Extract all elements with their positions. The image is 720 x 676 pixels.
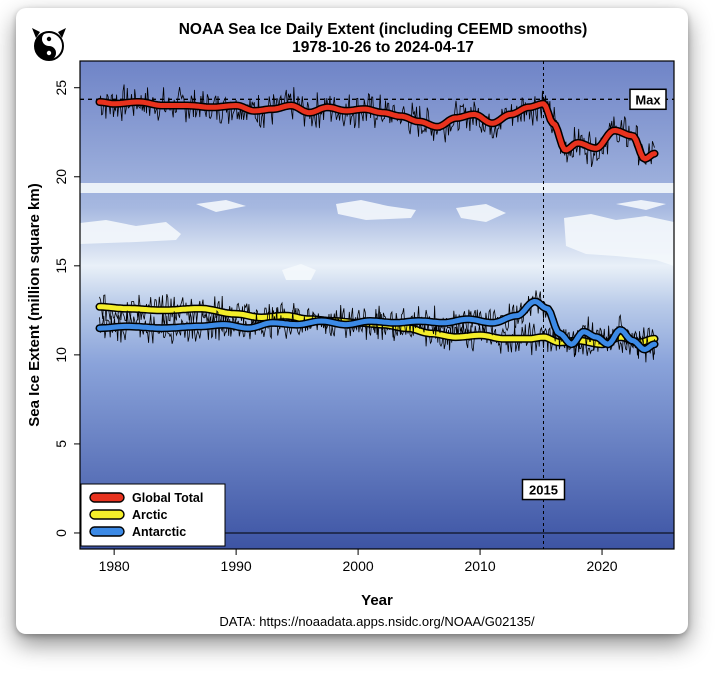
y-tick-label-25: 25 [53,80,69,96]
legend-swatch-arctic [89,509,125,520]
legend-label-global: Global Total [132,491,203,505]
x-tick-label-1980: 1980 [99,558,130,574]
x-axis: 1980 1990 2000 2010 2020 [99,549,618,574]
data-source-text: DATA: https://noaadata.apps.nsidc.org/NO… [219,614,535,629]
chart-title: NOAA Sea Ice Daily Extent (including CEE… [179,21,588,38]
smooth-line-global [97,99,657,162]
legend: Global Total Arctic Antarctic [80,483,226,547]
y-axis: 0 5 10 15 20 25 [53,80,80,537]
y-tick-label-15: 15 [53,258,69,274]
legend-swatch-antarctic [89,526,125,537]
legend-label-antarctic: Antarctic [132,525,186,539]
legend-label-arctic: Arctic [132,508,167,522]
x-tick-label-2020: 2020 [586,558,617,574]
year-2015-label: 2015 [529,483,558,498]
x-tick-label-1990: 1990 [221,558,252,574]
legend-item-antarctic: Antarctic [89,525,186,539]
y-tick-label-5: 5 [53,440,69,448]
y-tick-label-0: 0 [53,529,69,537]
y-tick-label-20: 20 [53,169,69,185]
plot-background [80,61,674,549]
series-layer [95,84,659,363]
max-label-box: Max [629,88,667,111]
max-label: Max [635,92,661,107]
legend-item-arctic: Arctic [89,508,167,522]
legend-swatch-global [89,492,125,503]
y-axis-title: Sea Ice Extent (million square km) [26,183,43,426]
x-tick-label-2000: 2000 [343,558,374,574]
y-tick-label-10: 10 [53,347,69,363]
plot-frame [79,60,675,550]
year-label-box: 2015 [521,478,566,501]
chart-svg: NOAA Sea Ice Daily Extent (including CEE… [26,21,675,629]
x-axis-title: Year [361,592,393,609]
smooth-line-antarctic [97,299,657,352]
legend-item-global: Global Total [89,491,203,505]
x-tick-label-2010: 2010 [464,558,495,574]
chart-subtitle: 1978-10-26 to 2024-04-17 [292,39,474,56]
chart-card: NOAA Sea Ice Daily Extent (including CEE… [16,8,688,634]
yin-yang-logo-icon [32,28,66,61]
